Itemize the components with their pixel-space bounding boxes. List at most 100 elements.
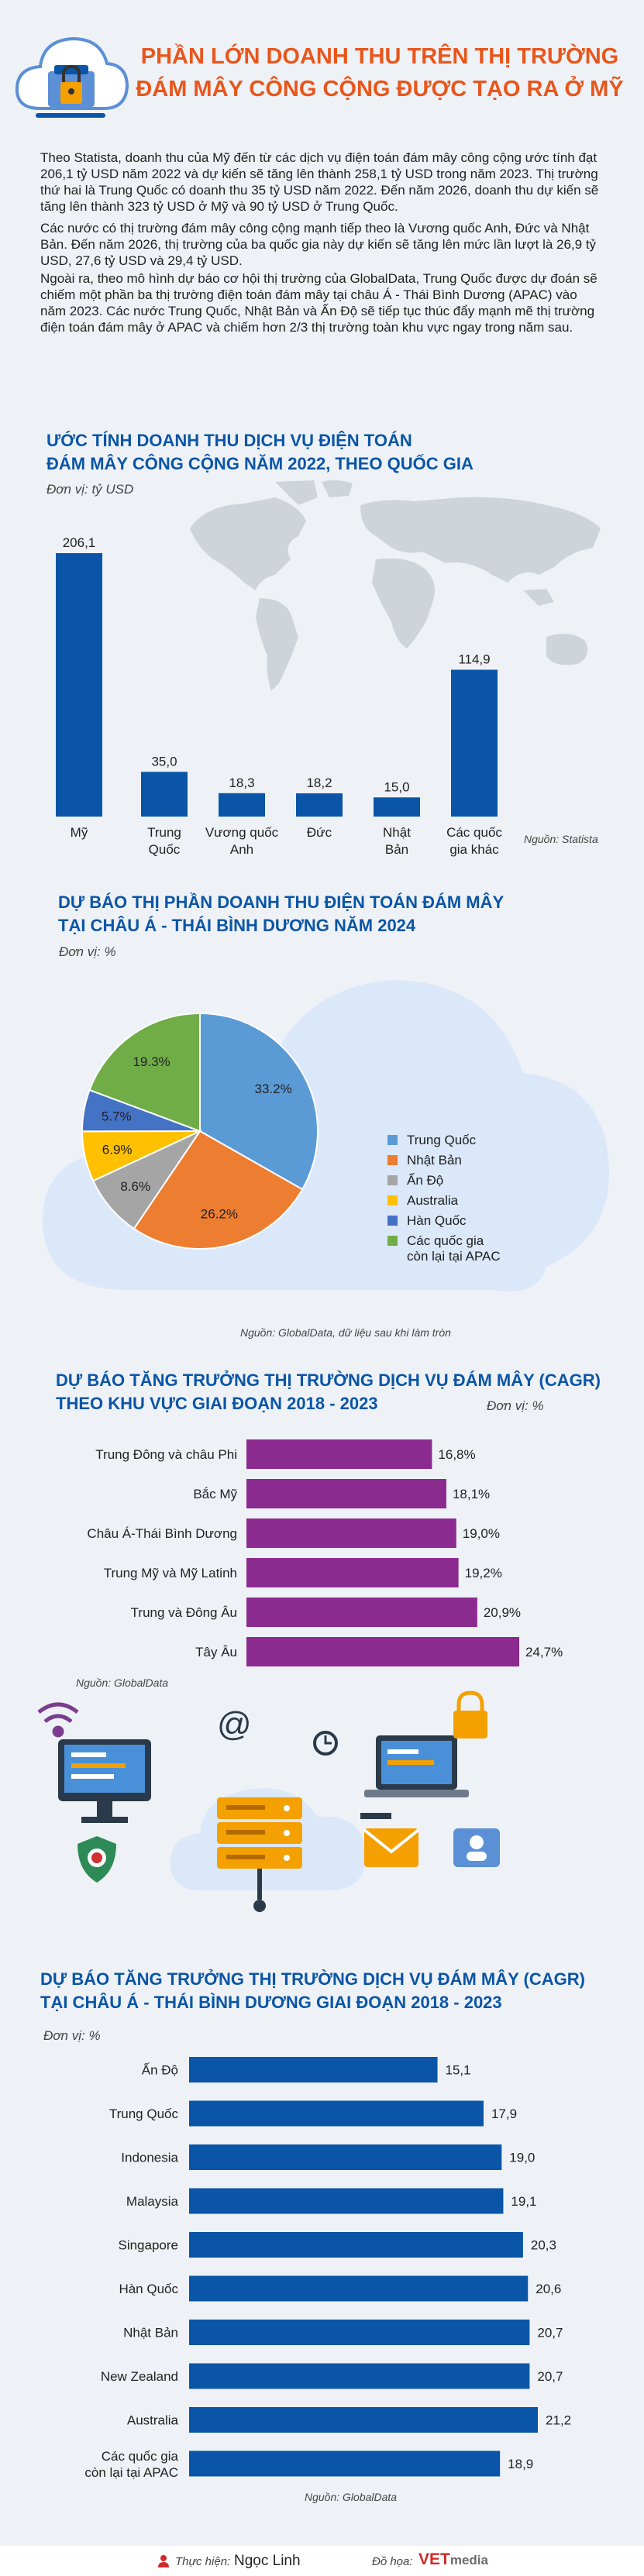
chart2-legend-swatch (387, 1155, 398, 1165)
chart2-slice (199, 1012, 319, 1191)
chart1-category-label: Mỹ (71, 825, 88, 840)
chart2-legend-item: Trung Quốc (387, 1133, 589, 1148)
chart3-category-label: Tây Âu (195, 1645, 237, 1659)
chart1-value-label: 114,9 (458, 652, 490, 666)
chart1-bar (451, 669, 498, 817)
chart3-bar (246, 1637, 519, 1666)
chart4-category-label: Ấn Độ (142, 2063, 178, 2078)
cloud-lock-icon (15, 36, 129, 118)
chart1-bar (219, 793, 265, 817)
chart1-value-label: 206,1 (63, 535, 96, 550)
chart3-title: DỰ BÁO TĂNG TRƯỞNG THỊ TRƯỜNG DỊCH VỤ ĐÁ… (56, 1369, 629, 1415)
chart4-bar (189, 2320, 530, 2345)
chart4-value-label: 21,2 (546, 2413, 571, 2428)
wifi-icon (37, 1702, 79, 1738)
chart3-category-label: Trung và Đông Âu (131, 1605, 237, 1620)
chart2-legend-item: Các quốc gia còn lại tại APAC (387, 1233, 589, 1264)
chart4-category-label: Nhật Bản (123, 2326, 178, 2340)
chart1-category-label: Quốc (149, 842, 181, 857)
chart4-value-label: 19,0 (509, 2151, 535, 2165)
page-title-line2: ĐÁM MÂY CÔNG CỘNG ĐƯỢC TẠO RA Ở MỸ (136, 77, 624, 101)
chart3-value-label: 16,8% (438, 1447, 475, 1462)
chart2-value-label: 6.9% (102, 1143, 133, 1157)
chart2-value-label: 33.2% (255, 1082, 292, 1096)
chart4-bar-chart: Ấn Độ 15,1 Trung Quốc 17,9 Indonesia 19,0 Mala… (84, 2057, 571, 2480)
designer-prefix: Đồ họa: (372, 2555, 413, 2568)
chart4-title-line2: TẠI CHÂU Á - THÁI BÌNH DƯƠNG GIAI ĐOẠN 2… (40, 1993, 502, 2012)
chart4-value-label: 19,1 (511, 2194, 536, 2209)
chart4-value-label: 17,9 (491, 2107, 517, 2121)
chart4-value-label: 18,9 (508, 2457, 533, 2471)
tech-illustration: @ (37, 1690, 500, 1912)
chart2-legend-label: Trung Quốc (407, 1133, 477, 1147)
chart1-category-label: Trung (147, 825, 181, 840)
chart4-category-label: còn lại tại APAC (84, 2465, 178, 2480)
chart4-source: Nguồn: GlobalData (305, 2491, 398, 2503)
chart2-slice (88, 1012, 201, 1133)
chart3-title-line2: THEO KHU VỰC GIAI ĐOẠN 2018 - 2023 (56, 1394, 378, 1413)
chart1-value-label: 35,0 (151, 754, 177, 769)
footer: Thực hiện: Ngọc Linh Đồ họa: VETmedia (0, 2546, 644, 2576)
chart1-value-label: 15,0 (384, 779, 409, 794)
chart2-legend-swatch (387, 1175, 398, 1185)
chart2-value-label: 19.3% (133, 1054, 170, 1069)
chart2-legend-item: Hàn Quốc (387, 1213, 589, 1229)
chart2-unit: Đơn vị: % (59, 944, 116, 959)
intro-paragraph-2: Các nước có thị trường đám mây công cộng… (40, 221, 597, 268)
chart1-category-label: Nhật (383, 825, 411, 840)
chart4-category-label: Trung Quốc (109, 2107, 179, 2121)
chart4-category-label: Các quốc gia (102, 2449, 179, 2464)
brand-logo: VETmedia (418, 2550, 488, 2569)
chart1-title: ƯỚC TÍNH DOANH THU DỊCH VỤ ĐIỆN TOÁN ĐÁM… (46, 429, 589, 476)
chart4-bar (189, 2275, 529, 2302)
chart3-bar (246, 1598, 477, 1627)
chart2-legend-item: Australia (387, 1193, 589, 1209)
chart1-source: Nguồn: Statista (524, 833, 598, 845)
chart2-title-line2: TẠI CHÂU Á - THÁI BÌNH DƯƠNG NĂM 2024 (58, 916, 416, 935)
chart3-value-label: 18,1% (453, 1487, 490, 1501)
chart4-value-label: 20,7 (537, 2369, 563, 2384)
chart2-slice (91, 1129, 202, 1230)
chart2-value-label: 8.6% (120, 1179, 150, 1194)
chart4-category-label: New Zealand (101, 2369, 178, 2384)
page-title: PHẦN LỚN DOANH THU TRÊN THỊ TRƯỜNG ĐÁM M… (124, 40, 635, 105)
chart1-category-label: Vương quốc (205, 825, 279, 840)
chart2-legend-label: Hàn Quốc (407, 1213, 467, 1228)
monitor-icon (58, 1739, 151, 1823)
chart4-category-label: Malaysia (126, 2194, 179, 2209)
chart3-bar (246, 1518, 456, 1548)
shield-bug-icon (77, 1836, 116, 1883)
chart3-source: Nguồn: GlobalData (76, 1677, 169, 1689)
chart2-legend: Trung Quốc Nhật Bản Ấn Độ Australia Hàn Quốc… (387, 1133, 589, 1269)
chart2-legend-swatch (387, 1216, 398, 1226)
page-title-line1: PHẦN LỚN DOANH THU TRÊN THỊ TRƯỜNG (140, 44, 619, 69)
chart1-value-label: 18,3 (229, 776, 254, 790)
person-icon (453, 1828, 500, 1867)
brand-media: media (449, 2553, 488, 2567)
chart3-category-label: Trung Mỹ và Mỹ Latinh (104, 1566, 237, 1580)
chart4-category-label: Singapore (118, 2238, 178, 2253)
chart4-bar (189, 2450, 501, 2477)
world-map-icon (190, 480, 601, 691)
chart3-unit: Đơn vị: % (487, 1398, 544, 1413)
chart4-unit: Đơn vị: % (43, 2028, 101, 2043)
chart3-bar (246, 1558, 459, 1587)
chart3-category-label: Trung Đông và châu Phi (95, 1447, 237, 1462)
header-illustration (9, 17, 133, 133)
intro-paragraph-3: Ngoài ra, theo mô hình dự báo cơ hội thị… (40, 271, 598, 335)
chart1-bar (374, 797, 420, 817)
chart4-bar (189, 2363, 530, 2389)
chart2-pie-chart: 33.2% 26.2% 8.6% 6.9% 5.7% 19.3% (81, 1012, 319, 1250)
author-name: Ngọc Linh (234, 2553, 301, 2569)
chart2-title-line1: DỰ BÁO THỊ PHẦN DOANH THU ĐIỆN TOÁN ĐÁM … (58, 892, 505, 912)
chart4-title: DỰ BÁO TĂNG TRƯỞNG THỊ TRƯỜNG DỊCH VỤ ĐÁ… (40, 1968, 629, 2014)
chart3-bar-chart: Trung Đông và châu Phi 16,8% Bắc Mỹ 18,1% Ch… (87, 1439, 563, 1666)
chart2-legend-label: Nhật Bản (407, 1153, 462, 1168)
chart1-bar (141, 772, 188, 817)
chart2-legend-item: Nhật Bản (387, 1153, 589, 1168)
chart2-value-label: 5.7% (102, 1109, 132, 1124)
chart3-value-label: 19,2% (465, 1566, 502, 1580)
chart4-value-label: 20,6 (536, 2282, 561, 2296)
chart2-slice (133, 1130, 304, 1250)
chart1-title-line2: ĐÁM MÂY CÔNG CỘNG NĂM 2022, THEO QUỐC GI… (46, 454, 474, 473)
